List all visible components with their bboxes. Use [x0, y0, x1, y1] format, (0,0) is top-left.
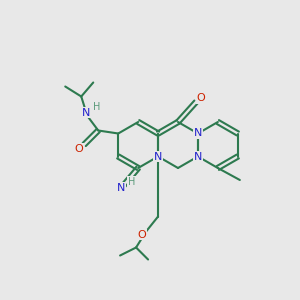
Text: N: N	[117, 183, 126, 193]
Text: N: N	[194, 128, 202, 139]
Text: N: N	[154, 152, 162, 161]
Text: H: H	[93, 101, 100, 112]
Text: O: O	[138, 230, 146, 239]
Text: O: O	[196, 93, 206, 103]
Text: H: H	[128, 177, 135, 187]
Text: N: N	[194, 152, 202, 161]
Text: N: N	[82, 107, 90, 118]
Text: O: O	[75, 143, 84, 154]
